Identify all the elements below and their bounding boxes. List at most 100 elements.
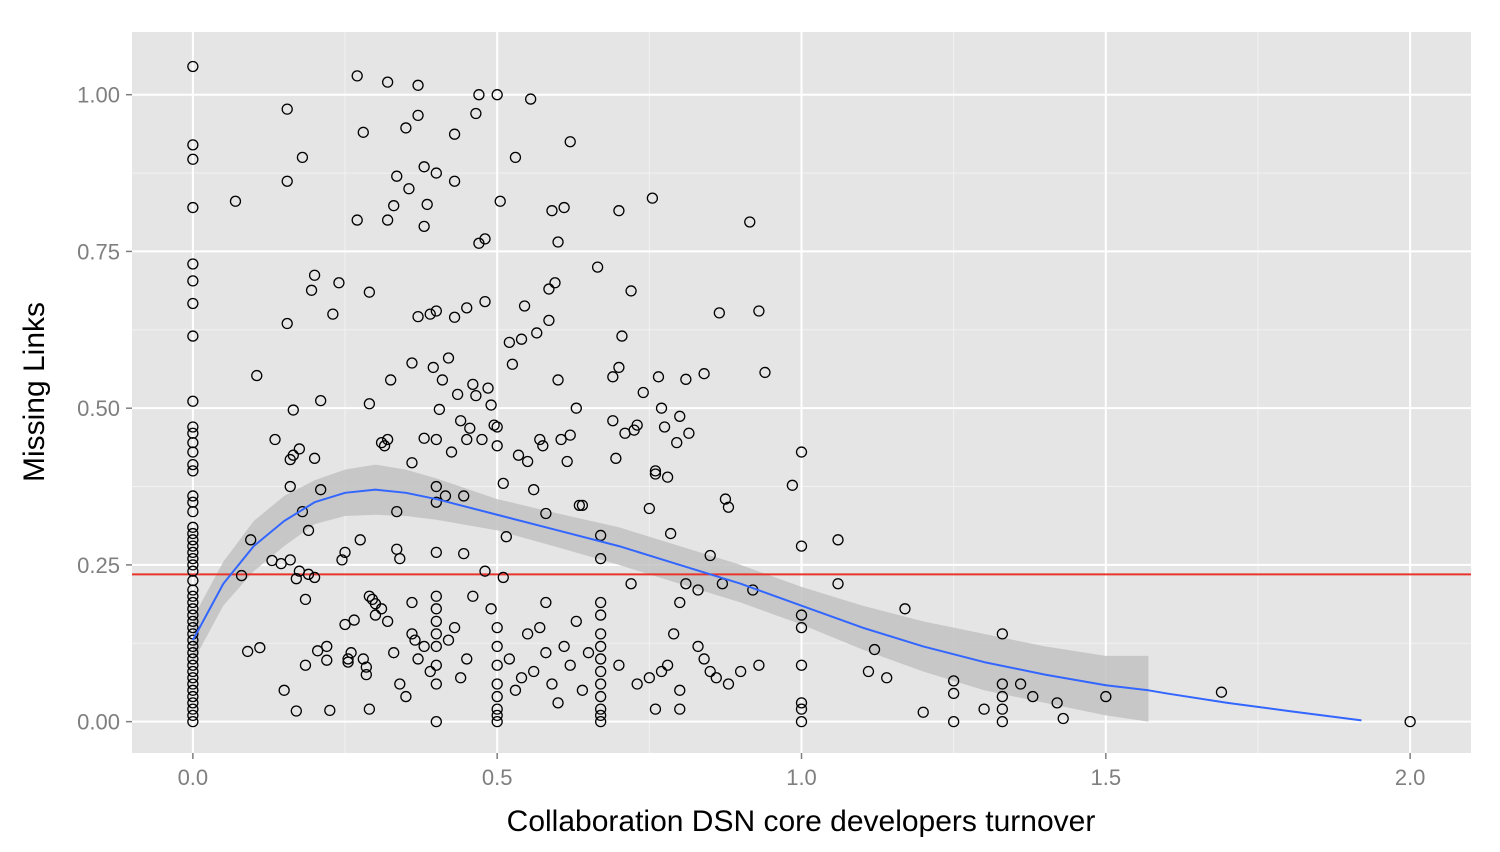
data-point [394, 678, 406, 690]
data-point [558, 201, 570, 214]
data-point [491, 709, 503, 722]
data-point [357, 126, 369, 138]
data-point [655, 402, 668, 414]
data-point [595, 552, 607, 565]
data-point [534, 433, 546, 446]
data-point [251, 369, 263, 382]
data-point [430, 615, 442, 627]
data-point [482, 382, 494, 394]
data-point [290, 705, 302, 717]
data-point [668, 628, 680, 640]
data-point [582, 647, 595, 659]
data-point [455, 415, 467, 427]
data-point [187, 490, 199, 502]
data-point [713, 307, 725, 319]
data-point [351, 214, 363, 226]
data-point [400, 122, 412, 134]
data-point [625, 578, 637, 590]
data-point [549, 277, 561, 289]
data-point [710, 672, 722, 684]
data-point [646, 192, 659, 204]
data-point [491, 440, 503, 452]
data-point [503, 336, 516, 348]
data-point [917, 706, 929, 718]
x-axis: 0.0 0.5 1.0 1.5 2.0 [178, 753, 1425, 790]
data-point [296, 151, 309, 164]
data-point [430, 433, 442, 446]
data-point [455, 672, 467, 684]
data-point [543, 314, 555, 327]
data-point [445, 446, 458, 458]
data-point [528, 484, 540, 496]
data-point [595, 609, 607, 621]
data-point [187, 603, 199, 615]
data-point [485, 399, 497, 411]
data-point [321, 640, 333, 653]
data-point [595, 678, 607, 690]
data-point [546, 678, 558, 690]
data-point [528, 665, 540, 678]
data-point [698, 653, 710, 665]
data-point [385, 374, 397, 386]
data-point [491, 421, 503, 433]
data-point [448, 128, 461, 140]
data-point [412, 79, 424, 91]
data-point [540, 507, 552, 520]
data-point [187, 546, 199, 559]
data-point [448, 311, 461, 323]
data-point [187, 684, 199, 696]
data-point [664, 527, 677, 540]
data-point [418, 161, 430, 173]
data-point [996, 703, 1008, 715]
data-point [187, 709, 199, 722]
data-point [442, 352, 455, 364]
data-point [333, 277, 345, 289]
data-point [1027, 690, 1039, 703]
data-point [543, 283, 555, 295]
data-point [631, 678, 643, 690]
data-point [187, 521, 199, 533]
data-point [235, 569, 248, 582]
data-point [391, 170, 403, 182]
y-tick-label: 0.50 [77, 396, 120, 421]
data-point [187, 653, 199, 665]
data-point [643, 502, 655, 515]
data-point [595, 653, 607, 665]
data-point [448, 621, 461, 634]
data-point [467, 378, 479, 390]
data-point [479, 295, 491, 308]
data-point [1051, 697, 1063, 709]
data-point [515, 672, 528, 684]
data-point [293, 443, 306, 455]
data-point [278, 684, 290, 696]
data-point [607, 371, 619, 383]
x-axis-title: Collaboration DSN core developers turnov… [507, 805, 1096, 838]
data-point [525, 93, 537, 105]
data-point [336, 554, 348, 566]
data-point [996, 716, 1008, 728]
data-point [345, 647, 357, 659]
data-point [284, 480, 296, 493]
data-point [305, 284, 318, 296]
data-point [491, 89, 503, 101]
data-point [899, 603, 911, 615]
data-point [187, 590, 199, 602]
data-point [491, 716, 503, 728]
data-point [187, 275, 199, 287]
data-point [187, 330, 199, 342]
data-point [187, 60, 199, 73]
y-tick-label: 0.75 [77, 239, 120, 264]
data-point [187, 139, 199, 151]
data-point [369, 609, 382, 621]
data-point [187, 697, 199, 709]
data-point [616, 330, 628, 342]
data-point [521, 455, 534, 468]
data-point [400, 690, 412, 703]
data-point [534, 621, 546, 634]
data-point [187, 421, 199, 433]
data-point [461, 433, 473, 446]
data-point [1100, 690, 1112, 703]
data-point [832, 534, 844, 546]
data-point [595, 628, 607, 640]
